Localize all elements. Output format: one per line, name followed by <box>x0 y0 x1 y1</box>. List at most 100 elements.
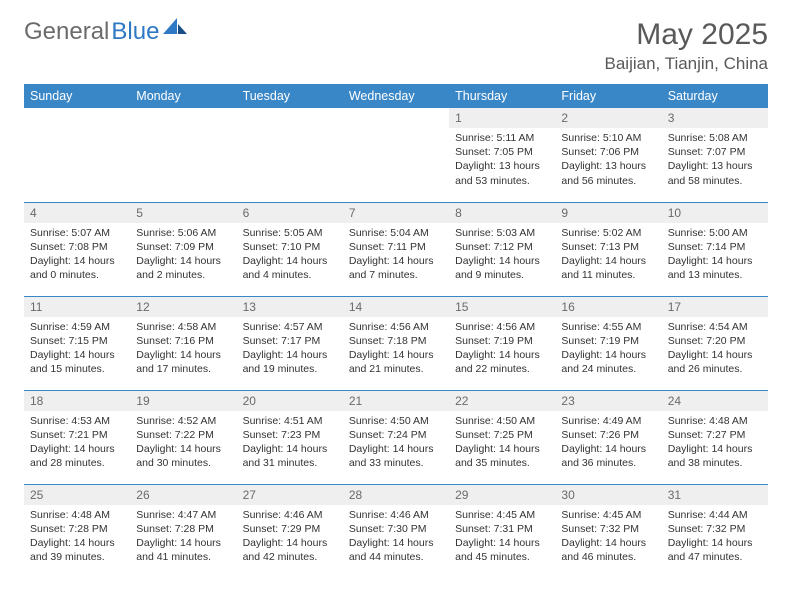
calendar-cell: 8Sunrise: 5:03 AMSunset: 7:12 PMDaylight… <box>449 202 555 296</box>
day-number: 12 <box>130 297 236 317</box>
calendar-cell: 24Sunrise: 4:48 AMSunset: 7:27 PMDayligh… <box>662 390 768 484</box>
day-details: Sunrise: 5:08 AMSunset: 7:07 PMDaylight:… <box>662 128 768 192</box>
calendar-cell: 30Sunrise: 4:45 AMSunset: 7:32 PMDayligh… <box>555 484 661 578</box>
day-details: Sunrise: 4:52 AMSunset: 7:22 PMDaylight:… <box>130 411 236 475</box>
day-details: Sunrise: 5:05 AMSunset: 7:10 PMDaylight:… <box>237 223 343 287</box>
weekday-row: SundayMondayTuesdayWednesdayThursdayFrid… <box>24 84 768 108</box>
calendar-cell: 15Sunrise: 4:56 AMSunset: 7:19 PMDayligh… <box>449 296 555 390</box>
day-details: Sunrise: 5:11 AMSunset: 7:05 PMDaylight:… <box>449 128 555 192</box>
calendar-row: 11Sunrise: 4:59 AMSunset: 7:15 PMDayligh… <box>24 296 768 390</box>
calendar-cell: 10Sunrise: 5:00 AMSunset: 7:14 PMDayligh… <box>662 202 768 296</box>
day-details: Sunrise: 4:50 AMSunset: 7:25 PMDaylight:… <box>449 411 555 475</box>
calendar-cell: 22Sunrise: 4:50 AMSunset: 7:25 PMDayligh… <box>449 390 555 484</box>
calendar-head: SundayMondayTuesdayWednesdayThursdayFrid… <box>24 84 768 108</box>
calendar-cell: 14Sunrise: 4:56 AMSunset: 7:18 PMDayligh… <box>343 296 449 390</box>
day-number: 29 <box>449 485 555 505</box>
calendar-cell: 3Sunrise: 5:08 AMSunset: 7:07 PMDaylight… <box>662 108 768 202</box>
calendar-cell: 9Sunrise: 5:02 AMSunset: 7:13 PMDaylight… <box>555 202 661 296</box>
calendar-cell: 7Sunrise: 5:04 AMSunset: 7:11 PMDaylight… <box>343 202 449 296</box>
day-details: Sunrise: 4:58 AMSunset: 7:16 PMDaylight:… <box>130 317 236 381</box>
day-number: 21 <box>343 391 449 411</box>
day-details: Sunrise: 4:56 AMSunset: 7:19 PMDaylight:… <box>449 317 555 381</box>
calendar-cell: .. <box>130 108 236 202</box>
day-details: Sunrise: 4:45 AMSunset: 7:32 PMDaylight:… <box>555 505 661 569</box>
calendar-cell: 11Sunrise: 4:59 AMSunset: 7:15 PMDayligh… <box>24 296 130 390</box>
calendar-row: 25Sunrise: 4:48 AMSunset: 7:28 PMDayligh… <box>24 484 768 578</box>
day-number: 23 <box>555 391 661 411</box>
weekday-header: Friday <box>555 84 661 108</box>
weekday-header: Sunday <box>24 84 130 108</box>
weekday-header: Thursday <box>449 84 555 108</box>
calendar-cell: 5Sunrise: 5:06 AMSunset: 7:09 PMDaylight… <box>130 202 236 296</box>
day-details: Sunrise: 5:10 AMSunset: 7:06 PMDaylight:… <box>555 128 661 192</box>
calendar-cell: 31Sunrise: 4:44 AMSunset: 7:32 PMDayligh… <box>662 484 768 578</box>
day-number: 13 <box>237 297 343 317</box>
logo-sail-icon <box>163 16 187 34</box>
day-details: Sunrise: 4:48 AMSunset: 7:28 PMDaylight:… <box>24 505 130 569</box>
day-number: 31 <box>662 485 768 505</box>
day-details: Sunrise: 4:44 AMSunset: 7:32 PMDaylight:… <box>662 505 768 569</box>
day-details: Sunrise: 5:06 AMSunset: 7:09 PMDaylight:… <box>130 223 236 287</box>
day-number: 17 <box>662 297 768 317</box>
day-details: Sunrise: 5:02 AMSunset: 7:13 PMDaylight:… <box>555 223 661 287</box>
day-details: Sunrise: 4:48 AMSunset: 7:27 PMDaylight:… <box>662 411 768 475</box>
day-details: Sunrise: 4:49 AMSunset: 7:26 PMDaylight:… <box>555 411 661 475</box>
day-details: Sunrise: 4:55 AMSunset: 7:19 PMDaylight:… <box>555 317 661 381</box>
day-number: 11 <box>24 297 130 317</box>
calendar-cell: 13Sunrise: 4:57 AMSunset: 7:17 PMDayligh… <box>237 296 343 390</box>
day-details: Sunrise: 5:04 AMSunset: 7:11 PMDaylight:… <box>343 223 449 287</box>
day-number: 1 <box>449 108 555 128</box>
calendar-cell: 12Sunrise: 4:58 AMSunset: 7:16 PMDayligh… <box>130 296 236 390</box>
brand-part1: General <box>24 18 109 46</box>
day-details: Sunrise: 5:03 AMSunset: 7:12 PMDaylight:… <box>449 223 555 287</box>
calendar-row: 18Sunrise: 4:53 AMSunset: 7:21 PMDayligh… <box>24 390 768 484</box>
day-number: 30 <box>555 485 661 505</box>
day-number: 25 <box>24 485 130 505</box>
day-number: 6 <box>237 203 343 223</box>
calendar-cell: 25Sunrise: 4:48 AMSunset: 7:28 PMDayligh… <box>24 484 130 578</box>
day-number: 7 <box>343 203 449 223</box>
day-details: Sunrise: 4:56 AMSunset: 7:18 PMDaylight:… <box>343 317 449 381</box>
calendar-cell: 18Sunrise: 4:53 AMSunset: 7:21 PMDayligh… <box>24 390 130 484</box>
calendar-cell: 6Sunrise: 5:05 AMSunset: 7:10 PMDaylight… <box>237 202 343 296</box>
day-number: 26 <box>130 485 236 505</box>
day-number: 18 <box>24 391 130 411</box>
weekday-header: Monday <box>130 84 236 108</box>
calendar-cell: 4Sunrise: 5:07 AMSunset: 7:08 PMDaylight… <box>24 202 130 296</box>
brand-logo: GeneralBlue <box>24 18 187 46</box>
day-details: Sunrise: 4:53 AMSunset: 7:21 PMDaylight:… <box>24 411 130 475</box>
calendar-cell: 20Sunrise: 4:51 AMSunset: 7:23 PMDayligh… <box>237 390 343 484</box>
day-number: 20 <box>237 391 343 411</box>
day-number: 3 <box>662 108 768 128</box>
calendar-cell: 16Sunrise: 4:55 AMSunset: 7:19 PMDayligh… <box>555 296 661 390</box>
header: GeneralBlue May 2025 Baijian, Tianjin, C… <box>24 18 768 74</box>
page: GeneralBlue May 2025 Baijian, Tianjin, C… <box>0 0 792 578</box>
calendar-cell: 19Sunrise: 4:52 AMSunset: 7:22 PMDayligh… <box>130 390 236 484</box>
calendar-cell: 2Sunrise: 5:10 AMSunset: 7:06 PMDaylight… <box>555 108 661 202</box>
calendar-cell: 28Sunrise: 4:46 AMSunset: 7:30 PMDayligh… <box>343 484 449 578</box>
day-number: 27 <box>237 485 343 505</box>
calendar-cell: .. <box>237 108 343 202</box>
weekday-header: Wednesday <box>343 84 449 108</box>
calendar-cell: 17Sunrise: 4:54 AMSunset: 7:20 PMDayligh… <box>662 296 768 390</box>
calendar-cell: 29Sunrise: 4:45 AMSunset: 7:31 PMDayligh… <box>449 484 555 578</box>
day-number: 15 <box>449 297 555 317</box>
day-number: 24 <box>662 391 768 411</box>
day-number: 9 <box>555 203 661 223</box>
day-number: 14 <box>343 297 449 317</box>
day-number: 4 <box>24 203 130 223</box>
day-number: 16 <box>555 297 661 317</box>
location: Baijian, Tianjin, China <box>605 54 768 74</box>
day-number: 10 <box>662 203 768 223</box>
calendar-row: ........1Sunrise: 5:11 AMSunset: 7:05 PM… <box>24 108 768 202</box>
day-details: Sunrise: 4:46 AMSunset: 7:29 PMDaylight:… <box>237 505 343 569</box>
day-number: 8 <box>449 203 555 223</box>
day-number: 5 <box>130 203 236 223</box>
day-details: Sunrise: 4:45 AMSunset: 7:31 PMDaylight:… <box>449 505 555 569</box>
day-number: 22 <box>449 391 555 411</box>
calendar-cell: .. <box>343 108 449 202</box>
day-details: Sunrise: 5:00 AMSunset: 7:14 PMDaylight:… <box>662 223 768 287</box>
day-number: 28 <box>343 485 449 505</box>
month-title: May 2025 <box>605 18 768 52</box>
calendar-row: 4Sunrise: 5:07 AMSunset: 7:08 PMDaylight… <box>24 202 768 296</box>
